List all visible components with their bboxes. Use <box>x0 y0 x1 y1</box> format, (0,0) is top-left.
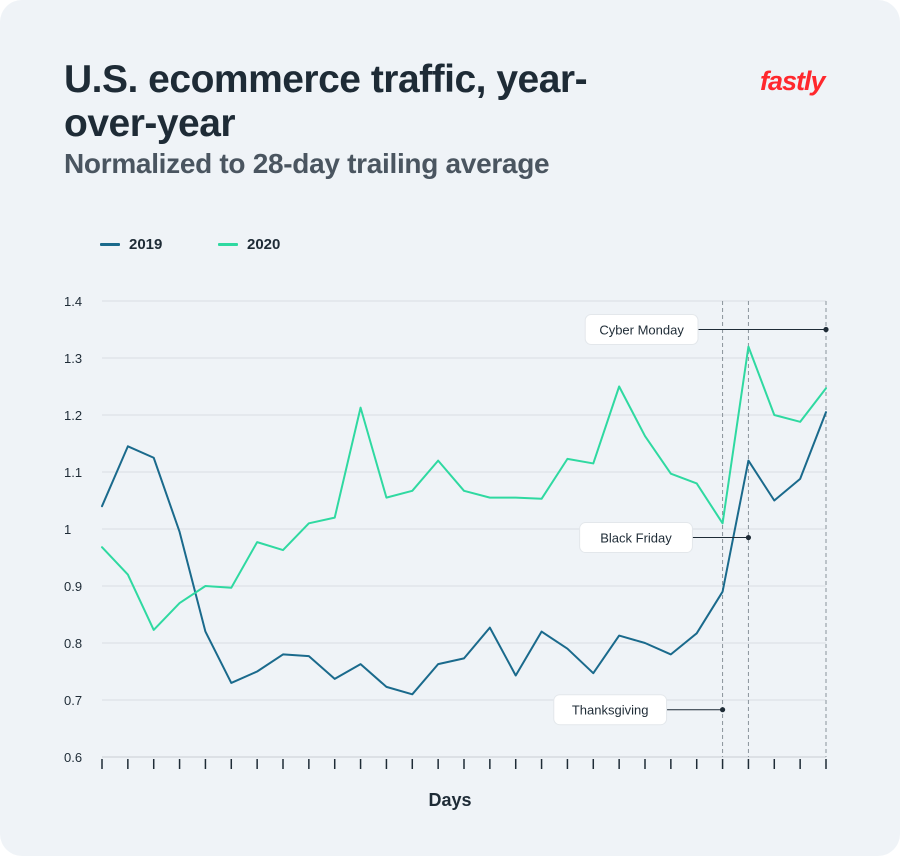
legend-label-2020: 2020 <box>247 236 281 253</box>
y-tick-label: 1.3 <box>64 351 82 366</box>
annotation-box <box>584 314 699 345</box>
y-tick-label: 1.4 <box>64 294 82 309</box>
annotation-dot <box>719 707 726 713</box>
series-line-2020 <box>101 345 827 631</box>
y-tick-label: 0.9 <box>64 579 82 594</box>
y-tick-label: 0.6 <box>64 750 82 765</box>
series-line-2019 <box>101 411 827 696</box>
legend-swatch-2019 <box>100 243 120 246</box>
y-tick-label: 0.7 <box>64 693 82 708</box>
annotation-box <box>553 694 668 726</box>
y-tick-label: 1.1 <box>64 465 82 480</box>
annotation-label: Black Friday <box>600 531 672 546</box>
annotation-label: Cyber Monday <box>599 323 684 338</box>
annotation-box <box>579 522 693 554</box>
y-tick-label: 0.8 <box>64 636 82 651</box>
legend-item-2019: 2019 <box>100 236 162 253</box>
annotation-dot <box>823 326 829 333</box>
chart-subtitle: Normalized to 28-day trailing average <box>64 148 550 179</box>
x-axis-label: Days <box>428 790 472 810</box>
y-tick-label: 1.2 <box>64 408 82 423</box>
legend-label-2019: 2019 <box>129 236 163 253</box>
fastly-logo: fastly <box>760 66 826 96</box>
annotation-dot <box>745 534 752 541</box>
legend-swatch-2020 <box>218 243 238 246</box>
y-tick-label: 1 <box>64 522 71 537</box>
annotation-label: Thanksgiving <box>572 703 649 718</box>
chart-title: U.S. ecommerce traffic, year-over-year <box>64 58 588 145</box>
legend-item-2020: 2020 <box>218 236 280 253</box>
